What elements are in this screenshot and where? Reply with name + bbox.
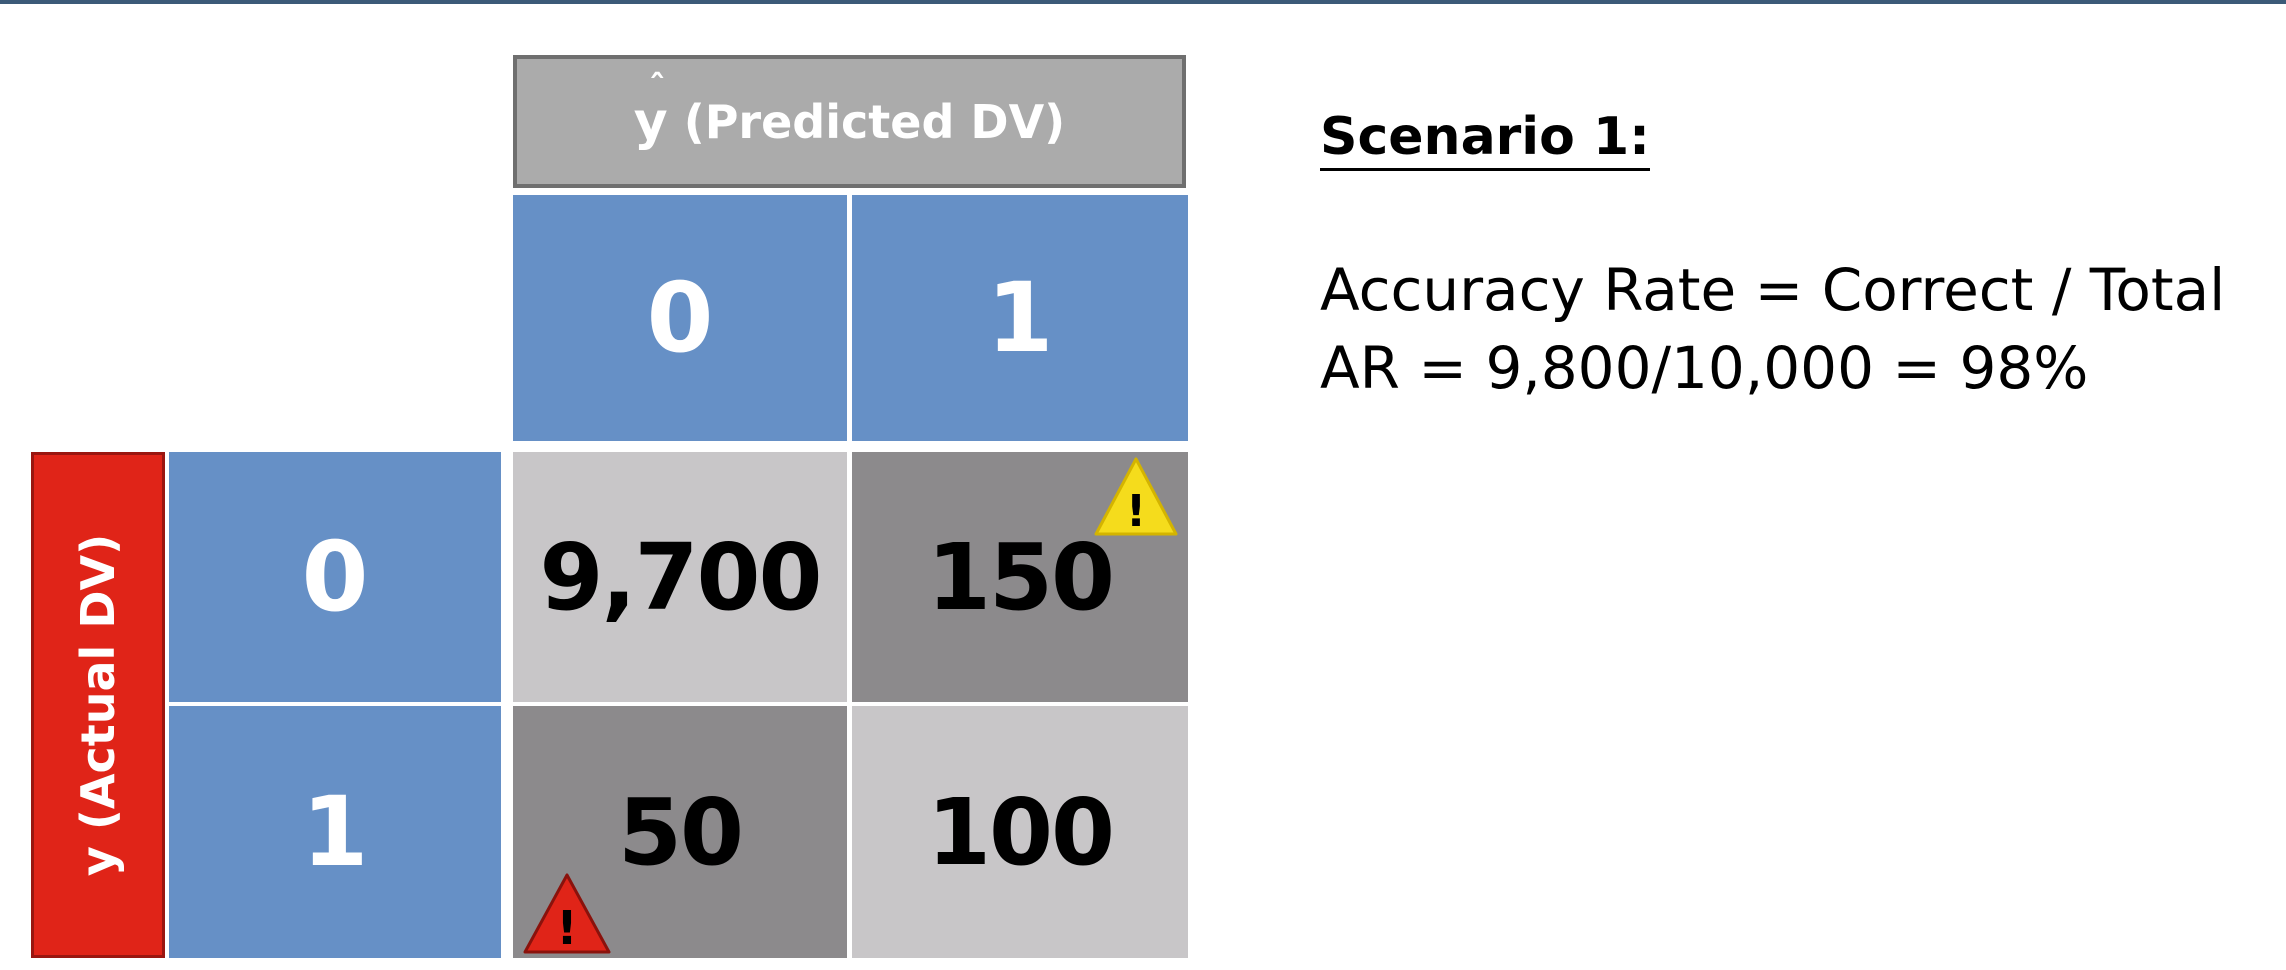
accuracy-rate-formula: Accuracy Rate = Correct / Total — [1320, 256, 2226, 324]
column-header-0-label: 0 — [646, 262, 714, 374]
accuracy-rate-calculation: AR = 9,800/10,000 = 98% — [1320, 334, 2089, 402]
column-header-1: 1 — [852, 195, 1188, 441]
cell-false-positive-value: 150 — [926, 523, 1115, 631]
cell-true-negative-value: 9,700 — [539, 523, 822, 631]
predicted-dv-header: y ˆ (Predicted DV) — [513, 55, 1186, 188]
cell-true-negative: 9,700 — [513, 452, 847, 702]
row-header-0: 0 — [169, 452, 501, 702]
cell-true-positive-value: 100 — [926, 778, 1115, 886]
warning-red-icon: ! — [523, 873, 611, 955]
column-header-0: 0 — [513, 195, 847, 441]
cell-false-negative-value: 50 — [617, 778, 744, 886]
y-hat-letter: y — [633, 91, 668, 152]
svg-text:!: ! — [557, 901, 578, 955]
row-header-0-label: 0 — [301, 521, 369, 633]
y-hat-symbol: y ˆ — [633, 68, 668, 152]
cell-true-positive: 100 — [852, 706, 1188, 958]
top-border — [0, 0, 2286, 4]
scenario-title: Scenario 1: — [1320, 108, 1650, 171]
hat-accent: ˆ — [648, 67, 666, 108]
column-header-1-label: 1 — [986, 262, 1054, 374]
row-header-1-label: 1 — [301, 776, 369, 888]
svg-text:!: ! — [1126, 486, 1146, 537]
predicted-dv-label: (Predicted DV) — [683, 94, 1066, 149]
row-header-1: 1 — [169, 706, 501, 958]
actual-dv-header: y (Actual DV) — [31, 452, 165, 958]
warning-yellow-icon: ! — [1094, 457, 1178, 537]
actual-dv-label: y (Actual DV) — [71, 533, 125, 877]
